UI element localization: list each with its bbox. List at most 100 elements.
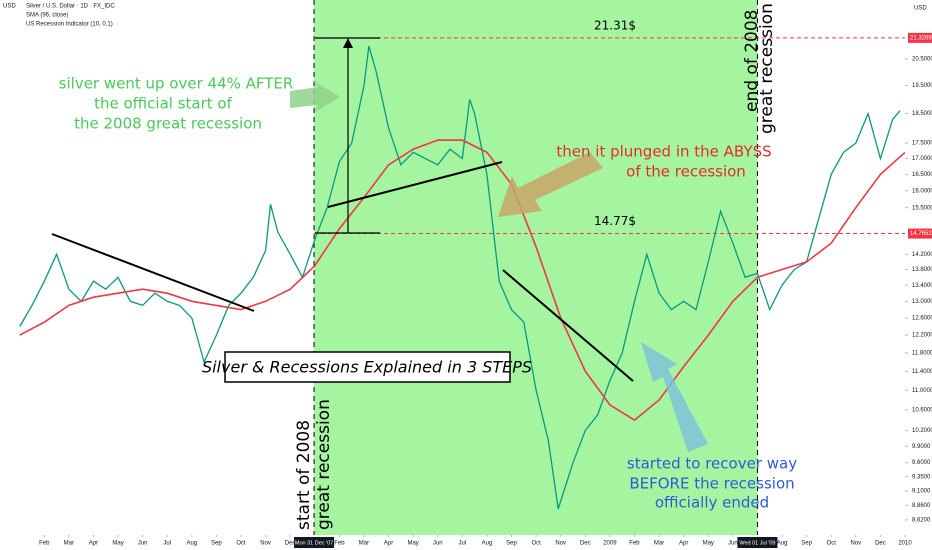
line-layer: 21.31$ 14.77$ xyxy=(19,18,906,510)
y-tick-label: 9.1000 xyxy=(912,489,931,495)
x-tick-label: Mar xyxy=(64,541,74,547)
trend-line xyxy=(502,269,634,382)
price-label: 14.7652 xyxy=(910,231,932,237)
y-tick-label: 12.6000 xyxy=(912,316,932,322)
annotation: silver went up over 44% AFTER xyxy=(59,75,294,93)
price-label-box xyxy=(908,228,932,239)
y-tick-label: 14.2000 xyxy=(912,252,932,258)
y-tick-label: 13.0000 xyxy=(912,299,932,305)
annotation: the 2008 great recession xyxy=(74,115,262,133)
x-tick-label: Sep xyxy=(801,541,812,547)
trend-line xyxy=(327,161,503,208)
price-label-box xyxy=(908,32,932,43)
x-tick-label: Sep xyxy=(211,541,222,547)
x-tick-label: Jun xyxy=(728,541,738,547)
blue-arrow xyxy=(641,342,708,452)
tan-arrow xyxy=(498,152,603,217)
x-tick-label: May xyxy=(407,541,418,547)
annotation: start of 2008 xyxy=(294,420,314,530)
x-tick-label: Jun xyxy=(433,541,443,547)
x-tick-label: Jun xyxy=(138,541,148,547)
x-tick-label: Apr xyxy=(679,541,688,547)
time-axis xyxy=(0,535,932,550)
axis-label: USD xyxy=(914,6,927,12)
y-tick-label: 9.6000 xyxy=(912,460,931,466)
x-tick-label: Sep xyxy=(506,541,517,547)
band-layer xyxy=(313,0,758,535)
x-tick-label: Nov xyxy=(260,541,271,547)
y-tick-label: 11.4000 xyxy=(912,369,932,375)
price-note: 14.77$ xyxy=(594,214,636,228)
annotation: officially ended xyxy=(655,494,769,512)
price-label: 21.3269 xyxy=(910,35,932,41)
title-box xyxy=(224,351,511,383)
y-tick-label: 12.2000 xyxy=(912,333,932,339)
x-tick-label: Aug xyxy=(482,541,493,547)
x-tick-label: Aug xyxy=(186,541,197,547)
series-line xyxy=(19,139,906,422)
series-line xyxy=(19,45,901,510)
x-tick-label: Feb xyxy=(629,541,640,547)
x-tick-label: 2010 xyxy=(898,541,912,547)
annotation: BEFORE the recession xyxy=(629,475,794,493)
x-tick-label: May xyxy=(703,541,714,547)
annotation: the official start of xyxy=(94,95,232,113)
y-tick-label: 13.4000 xyxy=(912,283,932,289)
recession-band xyxy=(314,0,758,535)
green-arrow xyxy=(290,80,340,113)
annotation: great recession xyxy=(314,399,334,530)
trend-line xyxy=(51,233,255,312)
x-tick-label: Oct xyxy=(531,541,541,547)
price-note: 21.31$ xyxy=(594,18,636,32)
annotation: end of 2008 xyxy=(742,10,762,112)
x-tick-label: Feb xyxy=(39,541,50,547)
legend: SMA (96, close) xyxy=(26,13,68,19)
x-tick-label: Jul xyxy=(163,541,171,547)
y-tick-label: 13.8000 xyxy=(912,267,932,273)
x-tick-label: Oct xyxy=(236,541,246,547)
y-tick-label: 11.0000 xyxy=(912,388,932,394)
x-tick-label: Wed 01 Jul '09 xyxy=(739,540,775,546)
x-tick-label: Dec xyxy=(580,541,591,547)
x-tick-label: May xyxy=(112,541,123,547)
y-tick-label: 10.6000 xyxy=(912,408,932,414)
x-tick-label: Mon 31 Dec '07 xyxy=(295,540,333,546)
y-tick-label: 20.5000 xyxy=(912,56,932,62)
annotation: of the recession xyxy=(626,163,746,181)
arrow-head xyxy=(343,38,353,48)
x-tick-label: Feb xyxy=(334,541,345,547)
legend: US Recession Indicator (10, 0.1) xyxy=(26,22,113,28)
axes: 20.5000 19.5000 18.5000 17.5000 17.0000 16.50… xyxy=(39,32,932,548)
y-tick-label: 19.5000 xyxy=(912,83,932,89)
y-tick-label: 15.5000 xyxy=(912,205,932,211)
annotation: started to recover way xyxy=(627,455,797,473)
y-tick-label: 9.3500 xyxy=(912,474,931,480)
y-tick-label: 16.0000 xyxy=(912,188,932,194)
x-tick-label: Apr xyxy=(89,541,98,547)
y-tick-label: 11.8000 xyxy=(912,350,932,356)
x-tick-label: Jul xyxy=(459,541,467,547)
y-tick-label: 10.2000 xyxy=(912,428,932,434)
annotation: then it plunged in the ABYSS xyxy=(556,143,771,161)
x-tick-label: Apr xyxy=(384,541,393,547)
y-tick-label: 16.5000 xyxy=(912,172,932,178)
title: Silver & Recessions Explained in 3 STEPS xyxy=(202,358,532,377)
x-tick-label: Aug xyxy=(777,541,788,547)
x-tick-label: Dec xyxy=(875,541,886,547)
legend: Silver / U.S. Dollar · 1D · FX_IDC xyxy=(26,4,115,10)
y-tick-label: 8.8600 xyxy=(912,503,931,509)
overlay: Silver & Recessions Explained in 3 STEPS… xyxy=(51,3,797,530)
x-label-box xyxy=(737,537,778,548)
y-tick-label: 18.5000 xyxy=(912,111,932,117)
price-axis xyxy=(905,0,932,550)
y-tick-label: 8.6200 xyxy=(912,518,931,524)
y-tick-label: 17.5000 xyxy=(912,141,932,147)
x-tick-label: Nov xyxy=(850,541,861,547)
x-tick-label: Oct xyxy=(827,541,837,547)
x-tick-label: Mar xyxy=(359,541,369,547)
x-tick-label: Mar xyxy=(654,541,664,547)
annotation: great recession xyxy=(757,3,777,134)
x-tick-label: 2009 xyxy=(603,541,617,547)
x-tick-label: Nov xyxy=(555,541,566,547)
